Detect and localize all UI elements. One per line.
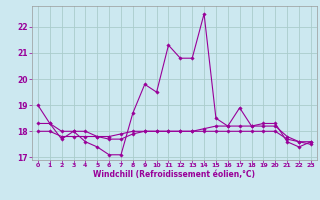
X-axis label: Windchill (Refroidissement éolien,°C): Windchill (Refroidissement éolien,°C)	[93, 170, 255, 179]
